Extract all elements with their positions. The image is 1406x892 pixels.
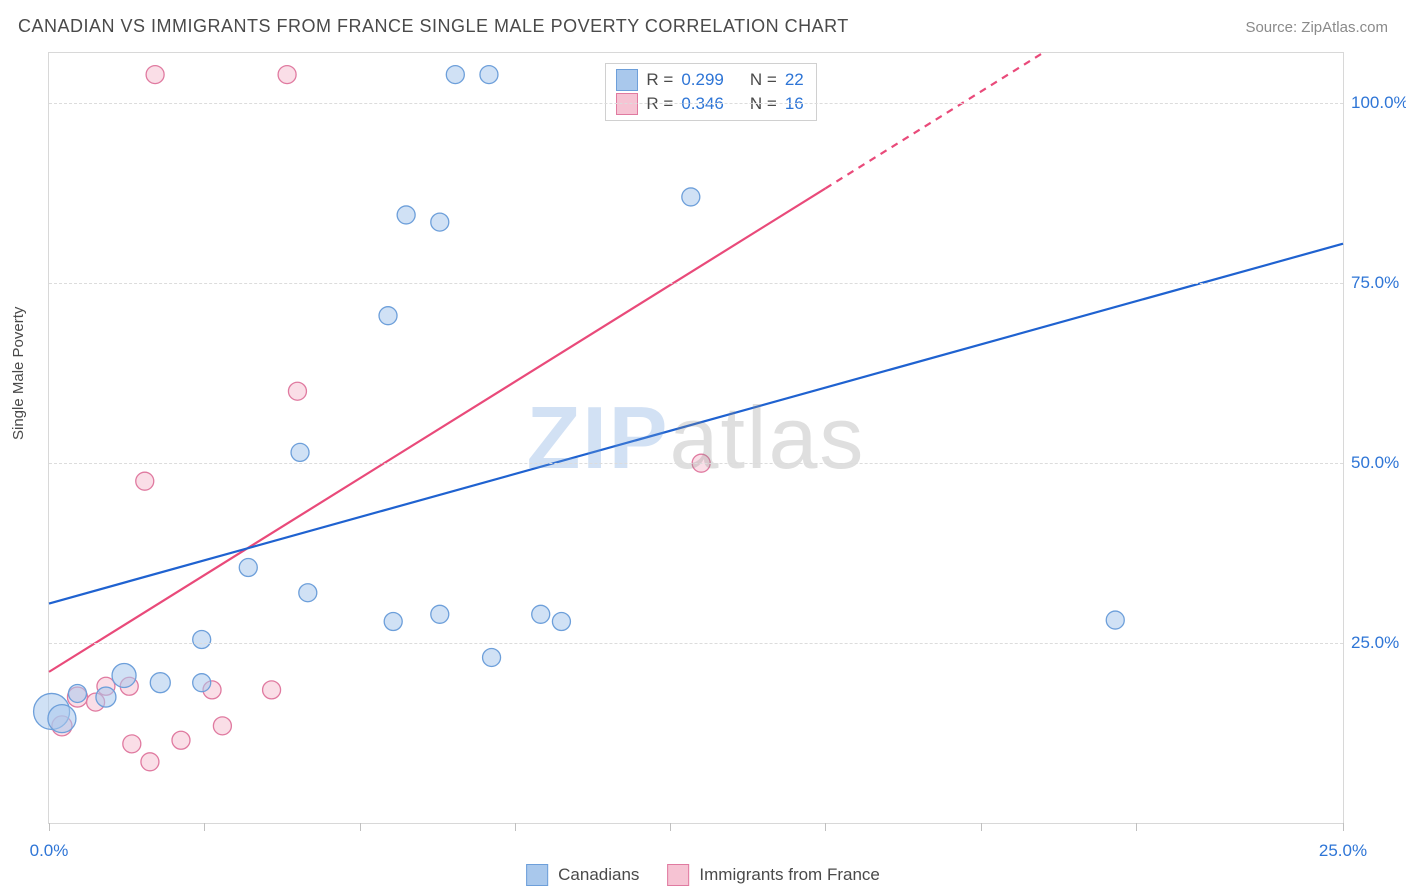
swatch-series-b-icon	[667, 864, 689, 886]
correlation-legend-row: R = 0.299 N = 22	[616, 68, 803, 92]
data-point	[48, 705, 76, 733]
data-point	[446, 66, 464, 84]
data-point	[193, 674, 211, 692]
legend-label: Canadians	[558, 865, 639, 885]
legend-r-label: R =	[646, 68, 673, 92]
x-tick	[981, 823, 982, 831]
y-tick-label: 50.0%	[1351, 453, 1399, 473]
gridline	[49, 463, 1343, 464]
data-point	[278, 66, 296, 84]
x-tick-label: 25.0%	[1319, 841, 1367, 861]
data-point	[288, 382, 306, 400]
legend-n-value: 22	[785, 68, 804, 92]
data-point	[552, 613, 570, 631]
correlation-legend: R = 0.299 N = 22 R = 0.346 N = 16	[605, 63, 816, 121]
data-point	[532, 605, 550, 623]
chart-source: Source: ZipAtlas.com	[1245, 19, 1388, 36]
legend-item: Canadians	[526, 864, 639, 886]
x-tick	[1136, 823, 1137, 831]
data-point	[141, 753, 159, 771]
data-point	[397, 206, 415, 224]
data-point	[112, 663, 136, 687]
x-tick	[515, 823, 516, 831]
plot-area: ZIPatlas R = 0.299 N = 22 R = 0.346 N = …	[48, 52, 1344, 824]
data-point	[68, 684, 86, 702]
data-point	[150, 673, 170, 693]
data-point	[146, 66, 164, 84]
trend-line	[825, 53, 1042, 188]
data-point	[96, 687, 116, 707]
chart-svg	[49, 53, 1343, 823]
legend-label: Immigrants from France	[699, 865, 879, 885]
x-tick	[204, 823, 205, 831]
y-axis-label: Single Male Poverty	[10, 307, 27, 440]
x-tick	[360, 823, 361, 831]
gridline	[49, 643, 1343, 644]
trend-line	[49, 188, 825, 671]
legend-r-value: 0.299	[681, 68, 724, 92]
data-point	[291, 443, 309, 461]
data-point	[384, 613, 402, 631]
x-tick-label: 0.0%	[30, 841, 69, 861]
legend-item: Immigrants from France	[667, 864, 879, 886]
y-tick-label: 100.0%	[1351, 93, 1406, 113]
x-tick	[825, 823, 826, 831]
data-point	[1106, 611, 1124, 629]
swatch-series-a-icon	[616, 69, 638, 91]
x-tick	[49, 823, 50, 831]
chart-title: CANADIAN VS IMMIGRANTS FROM FRANCE SINGL…	[18, 16, 849, 37]
legend-n-label: N =	[750, 68, 777, 92]
y-tick-label: 25.0%	[1351, 633, 1399, 653]
data-point	[431, 605, 449, 623]
x-tick	[670, 823, 671, 831]
data-point	[213, 717, 231, 735]
trend-line	[49, 244, 1343, 604]
data-point	[480, 66, 498, 84]
data-point	[193, 630, 211, 648]
data-point	[299, 584, 317, 602]
data-point	[483, 648, 501, 666]
data-point	[172, 731, 190, 749]
data-point	[682, 188, 700, 206]
data-point	[379, 307, 397, 325]
x-tick	[1343, 823, 1344, 831]
gridline	[49, 283, 1343, 284]
data-point	[136, 472, 154, 490]
data-point	[239, 559, 257, 577]
y-tick-label: 75.0%	[1351, 273, 1399, 293]
series-legend: Canadians Immigrants from France	[526, 864, 880, 886]
data-point	[123, 735, 141, 753]
data-point	[263, 681, 281, 699]
swatch-series-a-icon	[526, 864, 548, 886]
gridline	[49, 103, 1343, 104]
data-point	[431, 213, 449, 231]
